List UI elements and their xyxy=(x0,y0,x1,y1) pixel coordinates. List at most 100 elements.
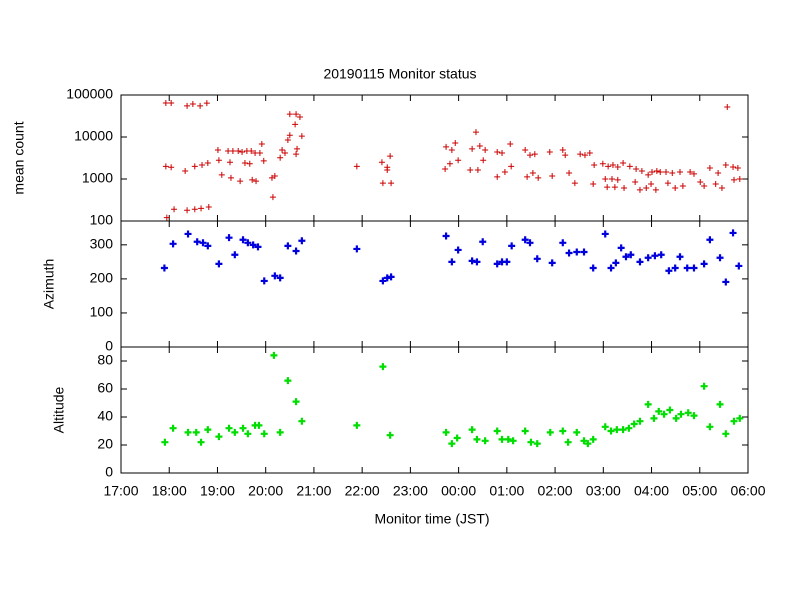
x-tick-label: 19:00 xyxy=(200,483,235,499)
point xyxy=(559,147,566,154)
point xyxy=(472,129,479,136)
point xyxy=(625,424,633,432)
point xyxy=(256,150,263,157)
point xyxy=(476,143,483,150)
point xyxy=(619,426,627,434)
point xyxy=(227,159,234,166)
point xyxy=(227,174,234,181)
point xyxy=(524,173,531,180)
point xyxy=(298,133,305,140)
y-axis-label: Altitude xyxy=(51,386,67,433)
point xyxy=(636,186,643,193)
point xyxy=(651,252,659,260)
point xyxy=(448,258,456,266)
x-tick-label: 06:00 xyxy=(730,483,765,499)
point xyxy=(214,147,221,154)
point xyxy=(239,236,247,244)
point xyxy=(636,417,644,425)
point xyxy=(504,435,512,443)
point xyxy=(171,206,178,213)
point xyxy=(493,260,501,268)
point xyxy=(281,150,288,157)
point xyxy=(648,181,655,188)
point xyxy=(494,173,501,180)
point xyxy=(607,264,615,272)
point xyxy=(168,99,175,106)
point xyxy=(564,438,572,446)
point xyxy=(298,237,306,245)
point xyxy=(231,251,239,259)
point xyxy=(531,151,538,158)
point xyxy=(162,99,169,106)
point xyxy=(586,150,593,157)
point xyxy=(527,438,535,446)
point xyxy=(591,162,598,169)
point xyxy=(237,178,244,185)
point xyxy=(353,163,360,170)
point xyxy=(191,206,198,213)
point xyxy=(292,247,300,255)
point xyxy=(443,143,450,150)
y-tick-label: 200 xyxy=(90,270,114,286)
point xyxy=(235,147,242,154)
x-tick-label: 01:00 xyxy=(489,483,524,499)
point xyxy=(203,100,210,107)
point xyxy=(734,164,741,171)
point xyxy=(384,166,391,173)
point xyxy=(657,251,665,259)
point xyxy=(573,248,581,256)
x-tick-label: 17:00 xyxy=(103,483,138,499)
point xyxy=(605,163,612,170)
point xyxy=(163,214,170,221)
point xyxy=(697,178,704,185)
point xyxy=(690,170,697,177)
point xyxy=(204,160,211,167)
point xyxy=(716,400,724,408)
point xyxy=(225,424,233,432)
point xyxy=(480,157,487,164)
point xyxy=(671,264,679,272)
x-tick-label: 03:00 xyxy=(586,483,621,499)
point xyxy=(664,180,671,187)
point xyxy=(204,242,212,250)
point xyxy=(231,428,239,436)
y-tick-label: 300 xyxy=(90,236,114,252)
point xyxy=(467,166,474,173)
point xyxy=(700,382,708,390)
point xyxy=(562,152,569,159)
point xyxy=(601,423,609,431)
point xyxy=(199,239,207,247)
point xyxy=(546,148,553,155)
point xyxy=(736,414,744,422)
point xyxy=(189,101,196,108)
point xyxy=(387,273,395,281)
point xyxy=(225,234,233,242)
x-tick-label: 21:00 xyxy=(296,483,331,499)
point xyxy=(614,164,621,171)
point xyxy=(448,147,455,154)
point xyxy=(276,274,284,282)
point xyxy=(608,176,615,182)
point xyxy=(494,148,501,155)
point xyxy=(215,433,223,441)
point xyxy=(284,242,292,250)
point xyxy=(353,245,361,253)
point xyxy=(677,410,685,418)
point xyxy=(607,427,615,435)
point xyxy=(293,111,300,118)
point xyxy=(684,409,692,417)
point xyxy=(244,430,252,438)
point xyxy=(526,152,533,159)
point xyxy=(609,162,616,169)
point xyxy=(521,427,529,435)
point xyxy=(276,428,284,436)
point xyxy=(712,181,719,188)
x-tick-label: 02:00 xyxy=(538,483,573,499)
point xyxy=(690,412,698,420)
point xyxy=(620,160,627,167)
point xyxy=(630,420,638,428)
point xyxy=(731,176,738,183)
point xyxy=(706,164,713,171)
point xyxy=(270,351,278,359)
